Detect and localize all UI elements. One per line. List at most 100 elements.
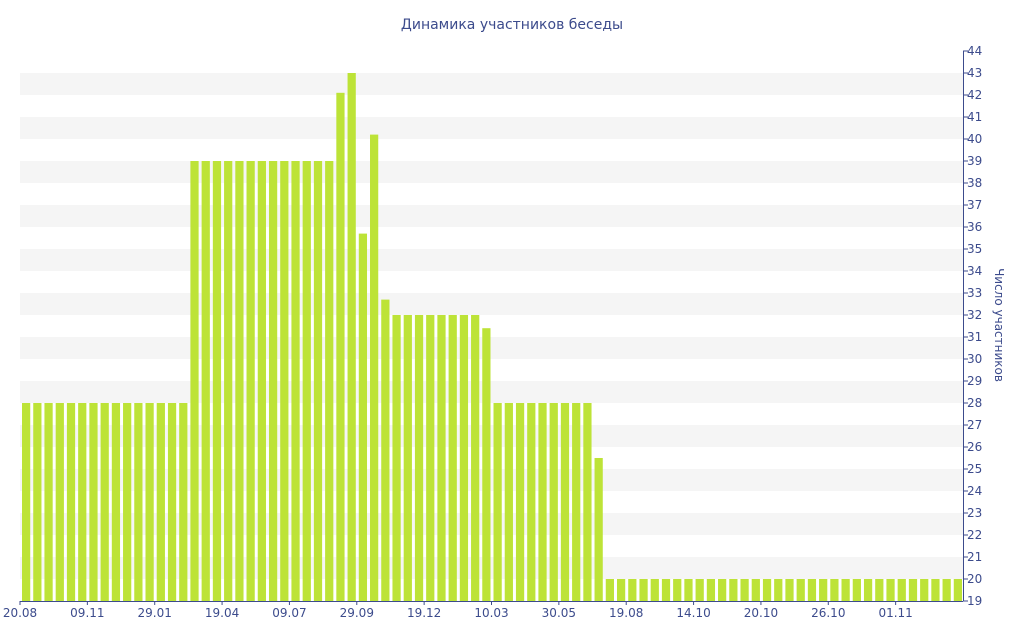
grid-band: [20, 249, 963, 271]
bar: [280, 161, 289, 601]
bar: [493, 403, 502, 601]
bar: [684, 579, 693, 601]
bar: [134, 403, 143, 601]
bar: [459, 315, 469, 601]
bar: [347, 73, 356, 601]
bar: [190, 161, 199, 601]
bar: [650, 579, 659, 601]
x-tick-label: 19.04: [205, 606, 239, 620]
bar: [504, 403, 513, 601]
bar: [22, 403, 31, 601]
bar: [471, 315, 480, 601]
bar: [66, 403, 76, 601]
y-tick-label: 22: [967, 528, 982, 542]
bar: [403, 315, 412, 601]
bar: [605, 579, 614, 601]
bar: [875, 579, 884, 601]
bar: [673, 579, 682, 601]
bars-group: [22, 73, 962, 602]
bar: [527, 403, 536, 601]
grid-band: [20, 293, 963, 315]
y-tick-label: 29: [967, 374, 982, 388]
bar: [729, 579, 738, 601]
y-tick-label: 25: [967, 462, 982, 476]
y-tick-label: 28: [967, 396, 982, 410]
bar: [751, 579, 760, 601]
bar: [336, 92, 345, 602]
y-axis-label: Число участников: [992, 268, 1006, 382]
y-tick-label: 34: [967, 264, 982, 278]
y-tick-label: 31: [967, 330, 982, 344]
bar: [482, 328, 491, 601]
grid-band: [20, 381, 963, 403]
bar: [414, 315, 424, 601]
bar: [246, 161, 255, 601]
grid-band: [20, 337, 963, 359]
bar: [931, 579, 940, 601]
x-tick-label: 10.03: [474, 606, 508, 620]
bar: [920, 579, 929, 601]
bar: [291, 161, 300, 601]
y-tick-label: 26: [967, 440, 982, 454]
y-tick-label: 33: [967, 286, 982, 300]
x-tick-label: 09.11: [70, 606, 104, 620]
bar: [594, 458, 603, 601]
bar: [908, 579, 918, 601]
bar: [774, 579, 783, 601]
y-tick-label: 42: [967, 88, 982, 102]
bar: [381, 299, 390, 601]
x-axis-ticks: 20.08 09.11 29.01 19.04 09.07 29.09 19.12 10.03…: [3, 601, 913, 620]
y-tick-label: 19: [967, 594, 982, 608]
bar: [796, 579, 805, 601]
bar: [807, 579, 817, 601]
bar: [302, 161, 311, 601]
grid-band: [20, 117, 963, 139]
bar: [358, 233, 368, 601]
bar: [325, 161, 334, 601]
bar: [179, 403, 188, 601]
bar: [448, 315, 457, 601]
bar: [426, 315, 435, 601]
bar: [235, 161, 244, 601]
y-tick-label: 37: [967, 198, 982, 212]
bar: [89, 403, 98, 601]
bar: [863, 579, 873, 601]
bar: [156, 403, 165, 601]
bar: [628, 579, 637, 601]
bar: [762, 579, 772, 601]
grid-band: [20, 513, 963, 535]
bar: [616, 579, 626, 601]
bar: [560, 403, 570, 601]
x-tick-label: 20.10: [744, 606, 778, 620]
x-tick-label: 14.10: [676, 606, 710, 620]
bar: [953, 579, 962, 601]
grid-band: [20, 425, 963, 447]
bar: [145, 403, 154, 601]
grid-band: [20, 161, 963, 183]
bar: [538, 403, 547, 601]
y-tick-label: 27: [967, 418, 982, 432]
bar: [515, 403, 525, 601]
bar: [78, 403, 87, 601]
bar: [212, 161, 222, 601]
grid-band: [20, 73, 963, 95]
x-tick-label: 20.08: [3, 606, 37, 620]
bar: [268, 161, 278, 601]
chart-title: Динамика участников беседы: [401, 17, 623, 33]
y-tick-label: 24: [967, 484, 982, 498]
bar: [661, 579, 671, 601]
y-tick-label: 23: [967, 506, 982, 520]
bar: [201, 161, 210, 601]
x-tick-label: 01.11: [878, 606, 912, 620]
bar: [639, 579, 648, 601]
y-tick-label: 21: [967, 550, 982, 564]
bar: [55, 403, 64, 601]
y-tick-label: 36: [967, 220, 982, 234]
x-tick-label: 29.01: [138, 606, 172, 620]
bar: [437, 315, 446, 601]
y-tick-label: 35: [967, 242, 982, 256]
bar: [830, 579, 839, 601]
y-tick-label: 20: [967, 572, 982, 586]
x-tick-label: 19.08: [609, 606, 643, 620]
